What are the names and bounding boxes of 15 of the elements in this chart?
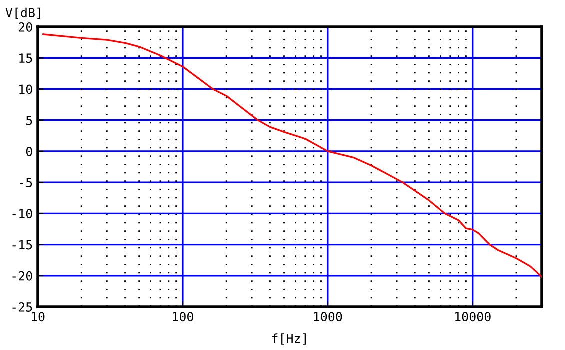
x-axis-title: f[Hz] xyxy=(272,334,306,345)
y-tick-label: 10 xyxy=(20,84,32,94)
x-tick-label: 1000 xyxy=(314,312,342,322)
y-tick-label: 20 xyxy=(19,22,32,32)
y-tick-label: -15 xyxy=(12,240,32,250)
y-axis-title: V[dB] xyxy=(6,8,40,20)
y-tick-label: -25 xyxy=(12,302,32,312)
x-tick-label: 10000 xyxy=(456,312,491,322)
y-tick-label: -5 xyxy=(20,178,32,188)
x-tick-label: 100 xyxy=(173,312,194,322)
y-tick-label: 0 xyxy=(26,146,32,156)
y-tick-label: 15 xyxy=(20,54,32,64)
y-tick-label: -10 xyxy=(12,209,32,219)
y-tick-label: 5 xyxy=(26,116,32,126)
y-tick-label: -20 xyxy=(12,271,32,281)
